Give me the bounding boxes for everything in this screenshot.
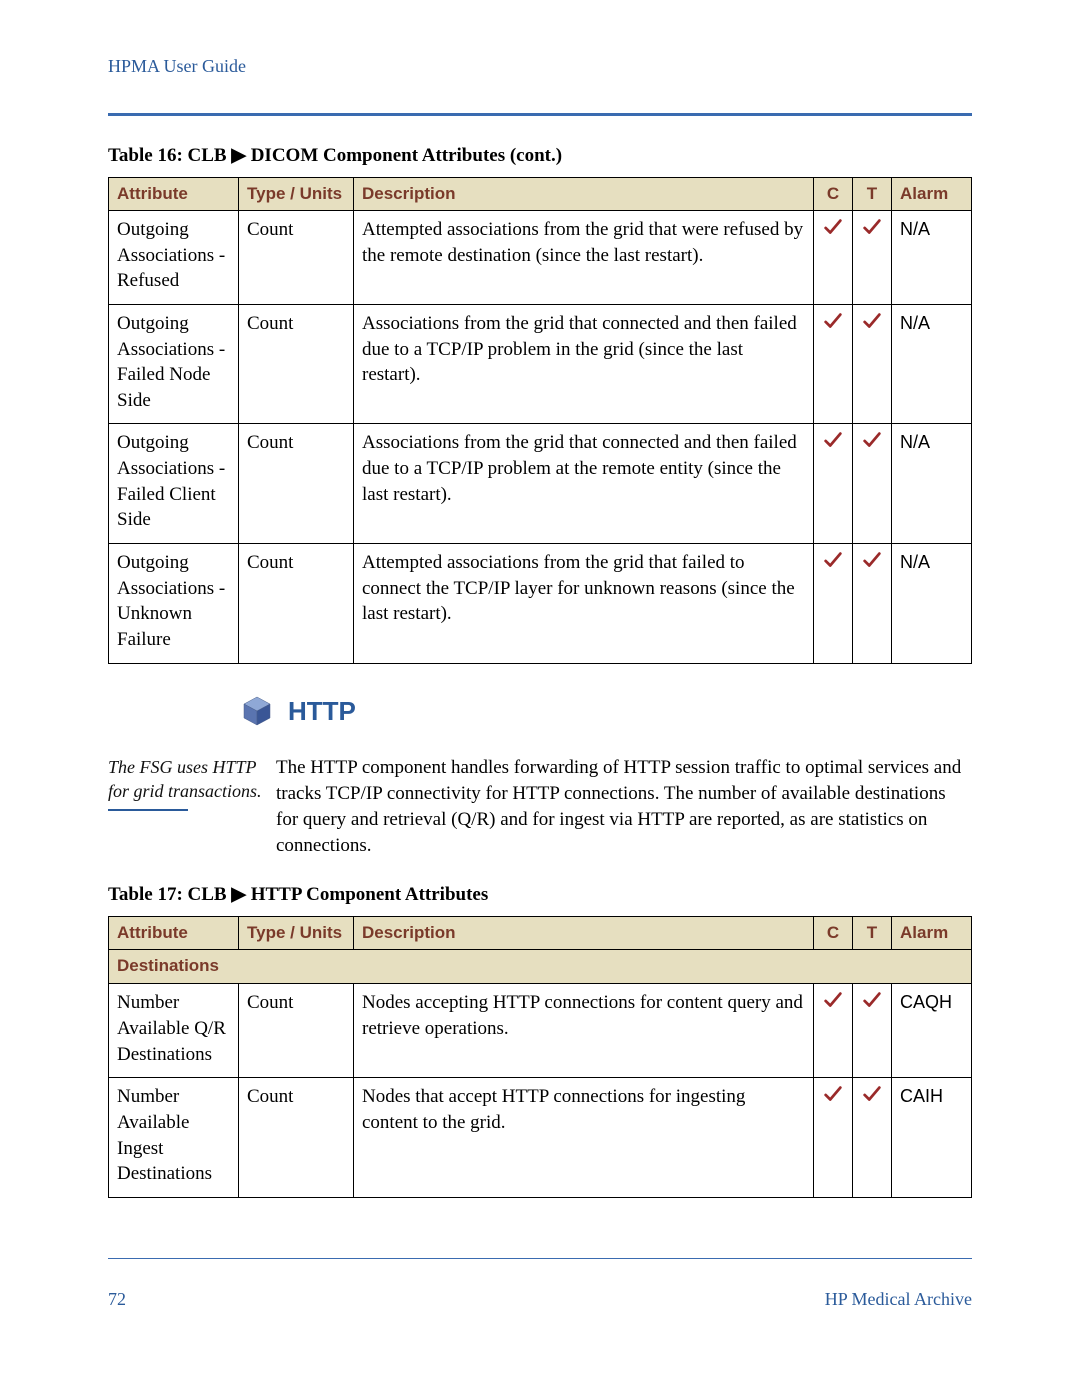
http-body-text: The HTTP component handles forwarding of… <box>276 755 972 860</box>
cell-description: Associations from the grid that connecte… <box>354 304 814 424</box>
col-c: C <box>814 917 853 950</box>
col-attribute: Attribute <box>109 917 239 950</box>
cell-c <box>814 304 853 424</box>
cell-t <box>853 984 892 1078</box>
cell-description: Attempted associations from the grid tha… <box>354 211 814 305</box>
cell-type: Count <box>239 211 354 305</box>
table-row: Number Available Q/R DestinationsCountNo… <box>109 984 972 1078</box>
cell-attribute: Outgoing Associations - Failed Node Side <box>109 304 239 424</box>
table-row: Outgoing Associations - Unknown FailureC… <box>109 544 972 664</box>
cell-alarm: N/A <box>892 211 972 305</box>
cell-c <box>814 424 853 544</box>
table-header-row: Attribute Type / Units Description C T A… <box>109 917 972 950</box>
cell-t <box>853 304 892 424</box>
page-header-title: HPMA User Guide <box>108 56 972 77</box>
cell-alarm: CAQH <box>892 984 972 1078</box>
col-alarm: Alarm <box>892 917 972 950</box>
cell-alarm: N/A <box>892 544 972 664</box>
margin-note-underline <box>108 809 188 811</box>
cell-alarm: N/A <box>892 424 972 544</box>
table-row: Outgoing Associations - Failed Node Side… <box>109 304 972 424</box>
col-t: T <box>853 917 892 950</box>
cell-attribute: Outgoing Associations - Refused <box>109 211 239 305</box>
cell-c <box>814 1078 853 1198</box>
table-row: Outgoing Associations - RefusedCountAtte… <box>109 211 972 305</box>
cell-attribute: Outgoing Associations - Unknown Failure <box>109 544 239 664</box>
cell-type: Count <box>239 424 354 544</box>
table-section-row: Destinations <box>109 950 972 984</box>
cell-type: Count <box>239 984 354 1078</box>
col-attribute: Attribute <box>109 178 239 211</box>
col-type: Type / Units <box>239 178 354 211</box>
cell-description: Associations from the grid that connecte… <box>354 424 814 544</box>
col-t: T <box>853 178 892 211</box>
cell-t <box>853 1078 892 1198</box>
col-alarm: Alarm <box>892 178 972 211</box>
margin-note: The FSG uses HTTP for grid transactions. <box>108 755 276 860</box>
cell-c <box>814 211 853 305</box>
col-c: C <box>814 178 853 211</box>
cell-t <box>853 211 892 305</box>
table-header-row: Attribute Type / Units Description C T A… <box>109 178 972 211</box>
cell-alarm: N/A <box>892 304 972 424</box>
table-16: Attribute Type / Units Description C T A… <box>108 177 972 664</box>
cell-description: Nodes accepting HTTP connections for con… <box>354 984 814 1078</box>
cell-attribute: Outgoing Associations - Failed Client Si… <box>109 424 239 544</box>
col-type: Type / Units <box>239 917 354 950</box>
cell-description: Nodes that accept HTTP connections for i… <box>354 1078 814 1198</box>
cell-type: Count <box>239 1078 354 1198</box>
col-description: Description <box>354 178 814 211</box>
cell-attribute: Number Available Q/R Destinations <box>109 984 239 1078</box>
margin-note-text: The FSG uses HTTP for grid transactions. <box>108 757 262 801</box>
cell-c <box>814 544 853 664</box>
col-description: Description <box>354 917 814 950</box>
page-number: 72 <box>108 1289 126 1310</box>
table-row: Number Available Ingest DestinationsCoun… <box>109 1078 972 1198</box>
cell-type: Count <box>239 304 354 424</box>
section-label: Destinations <box>109 950 972 984</box>
footer-brand: HP Medical Archive <box>825 1289 972 1310</box>
cell-description: Attempted associations from the grid tha… <box>354 544 814 664</box>
table-16-caption: Table 16: CLB ▶ DICOM Component Attribut… <box>108 144 972 167</box>
cube-icon <box>240 694 274 733</box>
section-title-http: HTTP <box>288 694 356 727</box>
table-17-caption: Table 17: CLB ▶ HTTP Component Attribute… <box>108 883 972 906</box>
table-17: Attribute Type / Units Description C T A… <box>108 916 972 1197</box>
cell-t <box>853 544 892 664</box>
cell-attribute: Number Available Ingest Destinations <box>109 1078 239 1198</box>
cell-alarm: CAIH <box>892 1078 972 1198</box>
cell-type: Count <box>239 544 354 664</box>
table-row: Outgoing Associations - Failed Client Si… <box>109 424 972 544</box>
cell-t <box>853 424 892 544</box>
header-rule <box>108 113 972 116</box>
cell-c <box>814 984 853 1078</box>
